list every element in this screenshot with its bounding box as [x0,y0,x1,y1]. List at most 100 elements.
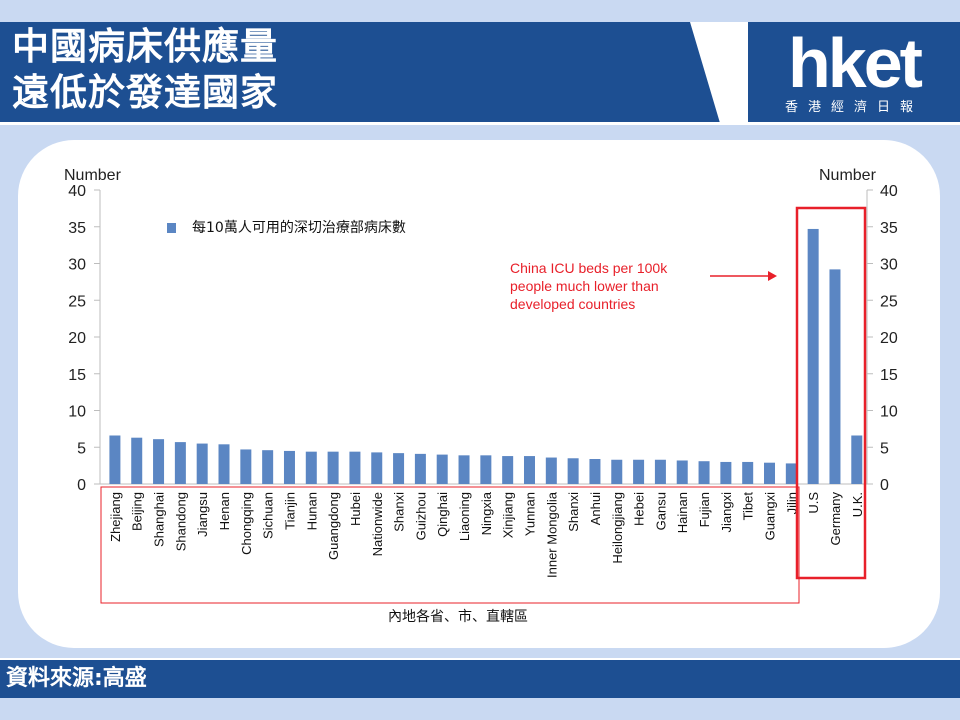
x-tick-label: Fujian [697,492,712,527]
bottom-band [0,698,960,720]
bar [545,457,557,484]
x-tick-label: Beijing [130,492,145,531]
bar [218,444,230,484]
x-tick-label: Shanxi [392,492,407,532]
bar [131,437,143,484]
x-tick-label: Chongqing [239,492,254,555]
y-tick-label-left: 25 [68,293,86,310]
bar [196,443,208,484]
x-tick-label: Heilongjiang [610,492,625,564]
x-tick-label: Henan [217,492,232,530]
bar [764,462,776,484]
x-tick-label: Hebei [632,492,647,526]
title-line-1: 中國病床供應量 [12,25,278,68]
bar [283,450,295,484]
x-tick-label: Jiangsu [195,492,210,537]
bar [349,451,361,484]
bar [720,461,732,484]
bar [240,449,252,484]
x-tick-label: Hubei [348,492,363,526]
bar [654,459,666,484]
annotation-text: China ICU beds per 100k people much lowe… [510,260,671,312]
x-tick-label: Gansu [653,492,668,530]
y-tick-label-left: 0 [77,477,86,494]
legend-swatch [167,223,176,233]
x-tick-label: Hainan [675,492,690,533]
y-tick-label-right: 35 [880,220,898,237]
bar [305,451,317,484]
title-line-2: 遠低於發達國家 [12,71,278,114]
x-tick-label: Tianjin [282,492,297,530]
bar [589,459,601,484]
y-tick-label-left: 20 [68,330,86,347]
y-tick-label-left: 10 [68,404,86,421]
y-tick-label-right: 10 [880,404,898,421]
hket-logo: hket 香港經濟日報 [748,22,960,122]
legend-label: 每10萬人可用的深切治療部病床數 [192,219,406,236]
bar [633,459,645,484]
bar [436,454,448,484]
y-tick-label-left: 5 [77,440,86,457]
x-tick-label: Xinjiang [501,492,516,538]
logo-subtitle: 香港經濟日報 [784,100,923,115]
header-divider [0,122,960,125]
y-tick-label-left: 15 [68,367,86,384]
bar [567,458,579,484]
y-tick-label-right: 25 [880,293,898,310]
bar [851,435,863,484]
page-title: 中國病床供應量 遠低於發達國家 [12,24,278,116]
y-tick-label-right: 20 [880,330,898,347]
y-axis-label-right: Number [819,167,877,184]
y-tick-label-left: 35 [68,220,86,237]
y-axis-left: 0 5 10 15 20 25 30 35 40 [68,183,867,494]
annotation-arrow-head [768,271,777,281]
x-tick-label: Shanghai [152,492,167,547]
bar [327,451,339,484]
y-axis-label-left: Number [64,167,122,184]
bar [371,452,383,484]
y-tick-label-right: 0 [880,477,889,494]
x-tick-labels: Zhejiang Beijing Shanghai Shandong Jiangsu He… [108,491,865,578]
bar [458,455,470,484]
bar [109,435,121,484]
x-tick-label: Zhejiang [108,492,123,542]
x-tick-label: Germany [828,492,843,546]
x-tick-label: Ningxia [479,491,494,535]
x-tick-label: Guangdong [326,492,341,560]
x-tick-label: Qinghai [435,492,450,537]
bar [262,450,274,484]
x-axis-label: 內地各省、市、直轄區 [388,608,528,625]
bar [393,453,405,484]
bar [611,459,623,484]
y-tick-label-left: 40 [68,183,86,200]
y-tick-label-left: 30 [68,257,86,274]
bar [829,269,841,484]
bar [480,455,492,484]
logo-wordmark: hket [788,24,923,102]
x-tick-label: Guangxi [763,492,778,541]
y-tick-label-right: 40 [880,183,898,200]
x-tick-label: Inner Mongolia [544,491,559,578]
highlight-box-countries [795,206,867,580]
bar [807,228,819,484]
bars [109,228,863,484]
x-tick-label: Liaoning [457,492,472,541]
x-tick-label: Hunan [304,492,319,530]
x-tick-label: U.S [806,492,821,514]
bar [153,439,165,484]
footer-banner: 資料來源:高盛 [0,658,960,698]
source-note: 資料來源:高盛 [6,666,147,691]
bar [742,461,754,484]
x-tick-label: Sichuan [261,492,276,539]
bar [414,453,426,484]
bar [698,461,710,484]
bar [523,456,535,484]
x-tick-label: Guizhou [413,492,428,540]
x-tick-label: Nationwide [370,492,385,556]
x-tick-label: Shandong [173,492,188,551]
top-band [0,0,960,22]
y-tick-label-right: 15 [880,367,898,384]
y-axis-right: 0 5 10 15 20 25 30 35 40 [866,183,898,494]
x-tick-label: Tibet [741,492,756,521]
y-tick-label-right: 30 [880,257,898,274]
